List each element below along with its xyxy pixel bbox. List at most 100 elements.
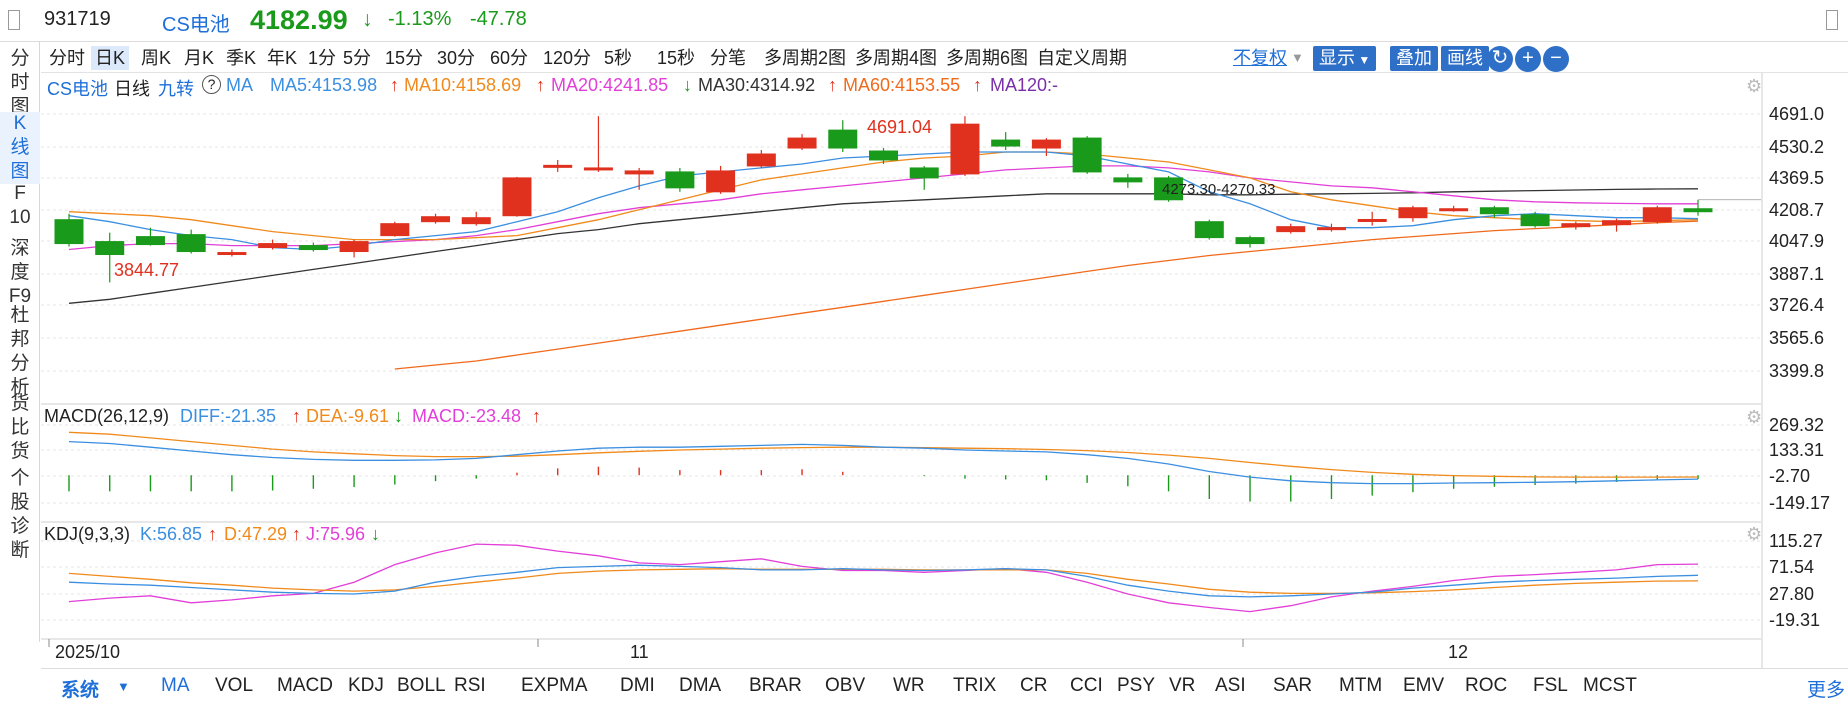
legend-ma10-arrow: ↑ <box>536 75 545 95</box>
macd-dea: DEA:-9.61 <box>306 406 390 426</box>
period-bar: 分时 日K 周K 月K 季K 年K 1分 5分 15分 30分 60分 120分 5秒 15秒 分笔 多周期2… <box>41 42 1848 73</box>
draw-line-button[interactable]: 画线 <box>1441 46 1489 71</box>
stock-name: CS电池 <box>162 14 230 36</box>
leftnav-item-5[interactable]: 货比货 <box>0 392 40 464</box>
candle-body <box>95 241 125 256</box>
zoom-out-icon[interactable]: − <box>1543 46 1569 72</box>
more-button[interactable]: 更多 <box>1807 680 1846 701</box>
legend-nine-turn: 九转 <box>158 79 194 99</box>
period-tab-15[interactable]: 多周期2图 <box>764 48 847 68</box>
period-tab-10[interactable]: 60分 <box>490 48 529 68</box>
period-tab-18[interactable]: 自定义周期 <box>1037 48 1127 68</box>
indicator-tab-boll[interactable]: BOLL <box>397 675 446 696</box>
indicator-tab-roc[interactable]: ROC <box>1465 675 1508 696</box>
period-tab-1[interactable]: 日K <box>91 46 130 70</box>
main-y-label: 3565.6 <box>1769 328 1825 348</box>
period-tab-6[interactable]: 1分 <box>308 48 337 68</box>
period-tab-11[interactable]: 120分 <box>543 48 592 68</box>
indicator-tab-brar[interactable]: BRAR <box>749 675 802 696</box>
macd-y-label: 133.31 <box>1769 440 1825 460</box>
indicator-tab-obv[interactable]: OBV <box>825 675 866 696</box>
zoom-in-icon[interactable]: + <box>1515 46 1541 72</box>
kdj-d: D:47.29 <box>224 524 288 544</box>
period-tab-4[interactable]: 季K <box>226 48 257 68</box>
indicator-tab-macd[interactable]: MACD <box>277 675 333 696</box>
panel-toggle-right-icon[interactable] <box>1826 10 1838 30</box>
period-tab-12[interactable]: 5秒 <box>604 48 633 68</box>
period-tab-0[interactable]: 分时 <box>49 48 85 68</box>
adjust-dropdown-icon[interactable]: ▼ <box>1291 50 1304 65</box>
indicator-tab-ma[interactable]: MA <box>161 675 190 696</box>
indicator-bar: 系统 ▼ MA VOL MACD KDJ BOLL RSI EXPMA DMI DMA BRAR O… <box>41 668 1848 705</box>
indicator-tab-dma[interactable]: DMA <box>679 675 722 696</box>
leftnav-item-3[interactable]: 深度 F9 <box>0 237 40 309</box>
leftnav-char: 图 <box>10 161 30 182</box>
adjust-select[interactable]: 不复权 <box>1233 48 1287 68</box>
candle-body <box>787 137 817 149</box>
period-tab-8[interactable]: 15分 <box>385 48 424 68</box>
date-label: 2025/10 <box>55 642 121 662</box>
left-nav: 分时图 K 线图 F 10 深度 F9 杜邦分析货比货个股诊断 <box>0 42 40 642</box>
leftnav-item-0[interactable]: 分时图 <box>0 47 40 119</box>
macd-y-label: -149.17 <box>1769 493 1831 513</box>
leftnav-char: 分 <box>10 353 30 374</box>
main-y-label: 4208.7 <box>1769 200 1825 220</box>
indicator-tab-expma[interactable]: EXPMA <box>521 675 588 696</box>
candle-body <box>339 241 369 253</box>
indicator-tab-rsi[interactable]: RSI <box>454 675 486 696</box>
settings-gear-icon[interactable]: ⚙ <box>1746 76 1762 96</box>
indicator-tab-asi[interactable]: ASI <box>1215 675 1246 696</box>
candle-body <box>1113 177 1143 183</box>
main-y-label: 3887.1 <box>1769 264 1825 284</box>
indicator-tab-mtm[interactable]: MTM <box>1339 675 1383 696</box>
indicator-tab-fsl[interactable]: FSL <box>1533 675 1568 696</box>
leftnav-char: 个 <box>10 468 30 489</box>
leftnav-item-6[interactable]: 个股诊断 <box>0 467 40 563</box>
candle-body <box>991 139 1021 147</box>
period-tab-3[interactable]: 月K <box>184 48 215 68</box>
chart-area[interactable]: ⚙ ⚙ ⚙ <box>41 73 1848 668</box>
indicator-tab-mcst[interactable]: MCST <box>1583 675 1637 696</box>
indicator-tab-cci[interactable]: CCI <box>1070 675 1103 696</box>
leftnav-char: 10 <box>9 207 31 228</box>
period-tab-17[interactable]: 多周期6图 <box>946 48 1029 68</box>
leftnav-item-2[interactable]: F 10 <box>0 182 40 230</box>
period-tab-13[interactable]: 15秒 <box>657 48 696 68</box>
date-label: 11 <box>630 642 649 662</box>
candle-body <box>909 167 939 179</box>
leftnav-item-4[interactable]: 杜邦分析 <box>0 304 40 400</box>
panel-toggle-icon[interactable] <box>8 10 20 30</box>
period-tab-7[interactable]: 5分 <box>343 48 372 68</box>
system-dropdown-icon[interactable]: ▼ <box>117 679 130 694</box>
indicator-tab-wr[interactable]: WR <box>893 675 925 696</box>
macd-legend: MACD(26,12,9) <box>44 406 170 426</box>
period-tab-9[interactable]: 30分 <box>437 48 476 68</box>
help-icon[interactable]: ? <box>202 75 221 94</box>
refresh-icon[interactable]: ↻ <box>1487 46 1513 72</box>
indicator-tab-trix[interactable]: TRIX <box>953 675 997 696</box>
kdj-k-line <box>68 564 1699 598</box>
kdj-j: J:75.96 <box>306 524 366 544</box>
period-tab-5[interactable]: 年K <box>267 48 298 68</box>
indicator-tab-vr[interactable]: VR <box>1169 675 1196 696</box>
indicator-tab-dmi[interactable]: DMI <box>620 675 655 696</box>
overlay-button[interactable]: 叠加 <box>1390 46 1438 71</box>
macd-macd: MACD:-23.48 <box>412 406 522 426</box>
kdj-y-label: 71.54 <box>1769 557 1815 577</box>
system-tab[interactable]: 系统 <box>61 680 100 701</box>
indicator-tab-sar[interactable]: SAR <box>1273 675 1313 696</box>
indicator-tab-kdj[interactable]: KDJ <box>348 675 384 696</box>
indicator-tab-emv[interactable]: EMV <box>1403 675 1445 696</box>
period-tab-16[interactable]: 多周期4图 <box>855 48 938 68</box>
settings-gear-icon[interactable]: ⚙ <box>1746 407 1762 427</box>
display-button[interactable]: 显示 ▼ <box>1313 46 1377 71</box>
period-tab-14[interactable]: 分笔 <box>710 48 746 68</box>
indicator-tab-vol[interactable]: VOL <box>215 675 254 696</box>
indicator-tab-psy[interactable]: PSY <box>1117 675 1156 696</box>
indicator-tab-cr[interactable]: CR <box>1020 675 1048 696</box>
leftnav-char: 股 <box>10 492 30 513</box>
period-tab-2[interactable]: 周K <box>141 48 172 68</box>
macd-diff: DIFF:-21.35 <box>180 406 277 426</box>
settings-gear-icon[interactable]: ⚙ <box>1746 524 1762 544</box>
